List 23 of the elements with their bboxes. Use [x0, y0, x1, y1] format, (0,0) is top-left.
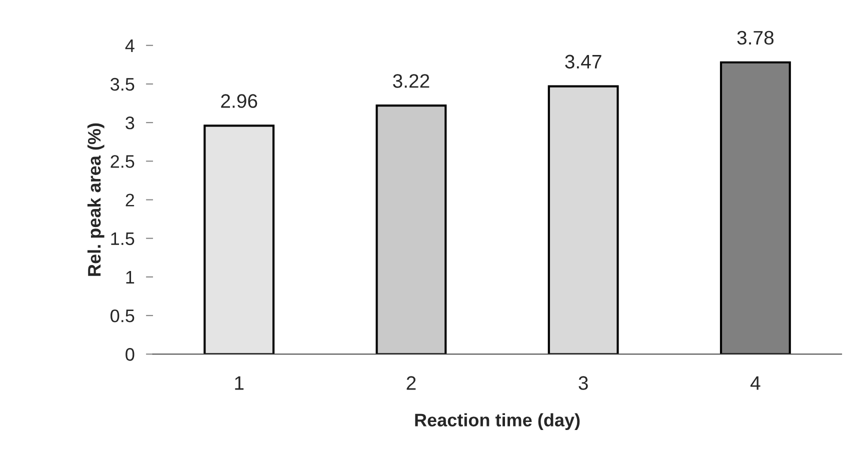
x-axis-title: Reaction time (day): [415, 413, 580, 430]
data-label: 2.96: [221, 94, 258, 108]
x-tick-label: 1: [235, 376, 244, 390]
data-label: 3.22: [393, 74, 430, 88]
data-label: 3.47: [565, 54, 602, 69]
y-tick-label: 2.5: [110, 155, 134, 168]
x-tick-label: 3: [578, 376, 588, 390]
y-tick-label: 4: [125, 40, 134, 52]
data-label: 3.78: [737, 30, 774, 45]
y-tick-label: 3.5: [110, 78, 134, 91]
bar: [204, 124, 275, 354]
y-tick-label: 1.5: [111, 232, 134, 246]
y-tick-label: 3: [126, 116, 134, 130]
y-tick-label: 0: [126, 348, 134, 361]
y-tick-label: 2: [126, 194, 134, 206]
bar: [548, 85, 619, 354]
y-axis-title: Rel. peak area (%): [87, 123, 104, 276]
x-tick-label: 2: [406, 376, 416, 390]
bar: [720, 61, 791, 354]
bar: [376, 104, 447, 354]
y-tick-label: 0.5: [110, 309, 134, 322]
x-tick-label: 4: [750, 376, 760, 390]
y-tick-label: 1: [126, 271, 134, 284]
